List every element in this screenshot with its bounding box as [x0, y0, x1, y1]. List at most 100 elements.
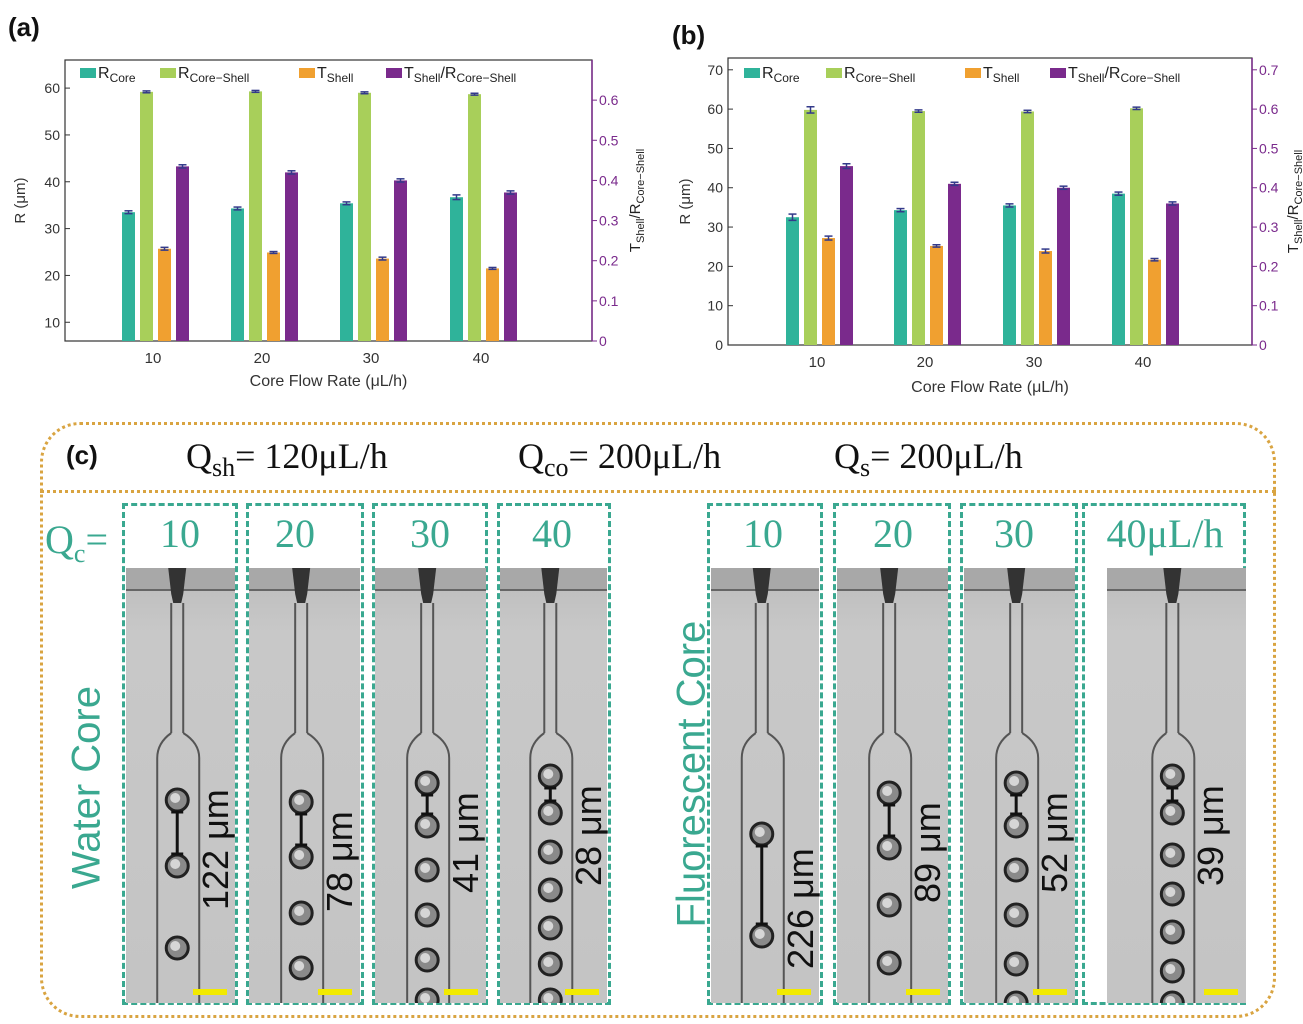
droplet-highlight — [420, 908, 431, 918]
scale-bar — [777, 989, 811, 995]
y-tick-label: 50 — [707, 140, 723, 156]
droplet-highlight — [882, 786, 893, 796]
condition-qs: Qs= 200μL/h — [834, 436, 1023, 483]
panel-c-divider — [40, 490, 1276, 493]
scale-bar — [565, 989, 599, 995]
droplet-highlight — [543, 921, 554, 931]
nozzle — [880, 568, 899, 603]
legend-swatch — [744, 68, 760, 78]
wide-channel-right — [894, 732, 913, 1003]
legend-label: TShell — [983, 65, 1019, 85]
spacing-label-2: 41 μm — [445, 792, 487, 893]
nozzle — [541, 568, 560, 603]
legend-swatch — [965, 68, 981, 78]
x-tick-label: 10 — [145, 350, 162, 367]
micrograph-2 — [375, 568, 486, 1003]
bar-a8cf5a-3 — [1130, 108, 1143, 345]
droplet-highlight — [420, 863, 431, 873]
wide-channel-right — [432, 732, 451, 1003]
y2-tick-label: 0.4 — [599, 172, 619, 188]
scale-bar — [906, 989, 940, 995]
legend-swatch — [299, 68, 315, 78]
nozzle — [1163, 568, 1182, 603]
panel-label-a: (a) — [8, 12, 40, 42]
bar-f0a030-0 — [822, 238, 835, 345]
bar-2fb39a-1 — [894, 210, 907, 345]
droplet-highlight — [420, 776, 431, 786]
droplet-highlight — [543, 806, 554, 816]
micrograph-7 — [1107, 568, 1246, 1003]
droplet-highlight — [543, 883, 554, 893]
y-tick-label: 30 — [44, 221, 60, 237]
legend-label: TShell/RCore−Shell — [1068, 65, 1180, 85]
bar-2fb39a-3 — [1112, 193, 1125, 345]
y2-tick-label: 0.3 — [1259, 219, 1279, 235]
droplet-highlight — [1009, 957, 1020, 967]
bar-7a2a8c-3 — [1166, 203, 1179, 345]
y-axis-label: R (μm) — [12, 177, 29, 223]
spacing-label-4: 226 μm — [779, 848, 821, 969]
droplet-highlight — [1165, 769, 1176, 779]
bar-a8cf5a-1 — [912, 111, 925, 345]
bar-7a2a8c-3 — [504, 192, 517, 341]
bar-f0a030-3 — [486, 268, 499, 341]
droplet-highlight — [543, 845, 554, 855]
bar-7a2a8c-2 — [394, 180, 407, 341]
bar-f0a030-1 — [267, 252, 280, 341]
frame-4 — [707, 503, 823, 1005]
bar-7a2a8c-0 — [840, 166, 853, 345]
droplet-highlight — [1009, 819, 1020, 829]
bar-2fb39a-3 — [450, 197, 463, 341]
droplet-highlight — [543, 957, 554, 967]
frame-label-3: 40 — [532, 511, 572, 556]
spacing-label-5: 89 μm — [907, 802, 949, 903]
micrograph-drawing — [249, 568, 360, 1003]
y-axis-label: R (μm) — [677, 178, 694, 224]
wide-channel-left — [740, 732, 757, 1003]
y-tick-label: 40 — [707, 180, 723, 196]
condition-qsh: Qsh= 120μL/h — [186, 436, 388, 483]
droplet-highlight — [1165, 848, 1176, 858]
spacing-label-0: 122 μm — [195, 789, 237, 910]
bar-7a2a8c-2 — [1057, 187, 1070, 345]
frame-label-1: 20 — [275, 511, 315, 556]
bar-a8cf5a-0 — [804, 109, 817, 345]
bar-7a2a8c-1 — [285, 172, 298, 341]
droplet-highlight — [170, 941, 181, 951]
droplet-highlight — [1165, 964, 1176, 974]
micrograph-drawing — [375, 568, 486, 1003]
droplet-highlight — [420, 819, 431, 829]
frame-0 — [122, 503, 238, 1005]
legend-swatch — [826, 68, 842, 78]
droplet-highlight — [1009, 863, 1020, 873]
wide-channel-left — [156, 732, 172, 1003]
y2-tick-label: 0.1 — [1259, 298, 1279, 314]
y-tick-label: 20 — [44, 267, 60, 283]
spacing-label-3: 28 μm — [568, 785, 610, 886]
droplet-highlight — [1009, 996, 1020, 1003]
x-tick-label: 40 — [1135, 354, 1152, 371]
nozzle — [418, 568, 437, 603]
y-tick-label: 0 — [715, 337, 723, 353]
bar-f0a030-2 — [1039, 251, 1052, 345]
bar-f0a030-0 — [158, 248, 171, 341]
bar-2fb39a-0 — [786, 217, 799, 345]
legend-label: RCore — [98, 65, 136, 85]
scale-bar — [318, 989, 352, 995]
bar-a8cf5a-0 — [140, 91, 153, 341]
wide-channel-right — [182, 732, 201, 1003]
y-tick-label: 60 — [44, 80, 60, 96]
wide-channel-left — [995, 732, 1011, 1003]
wide-channel-left — [868, 732, 884, 1003]
y2-tick-label: 0.1 — [599, 293, 619, 309]
spacing-label-7: 39 μm — [1190, 785, 1232, 886]
condition-qco: Qco= 200μL/h — [518, 436, 722, 483]
panel-label-b: (b) — [672, 20, 706, 50]
legend-label: RCore — [762, 65, 800, 85]
frame-label-4: 10 — [743, 511, 783, 556]
frame-1 — [246, 503, 364, 1005]
droplet-highlight — [1165, 996, 1176, 1003]
y-tick-label: 70 — [707, 62, 723, 78]
y2-tick-label: 0.5 — [1259, 140, 1279, 156]
